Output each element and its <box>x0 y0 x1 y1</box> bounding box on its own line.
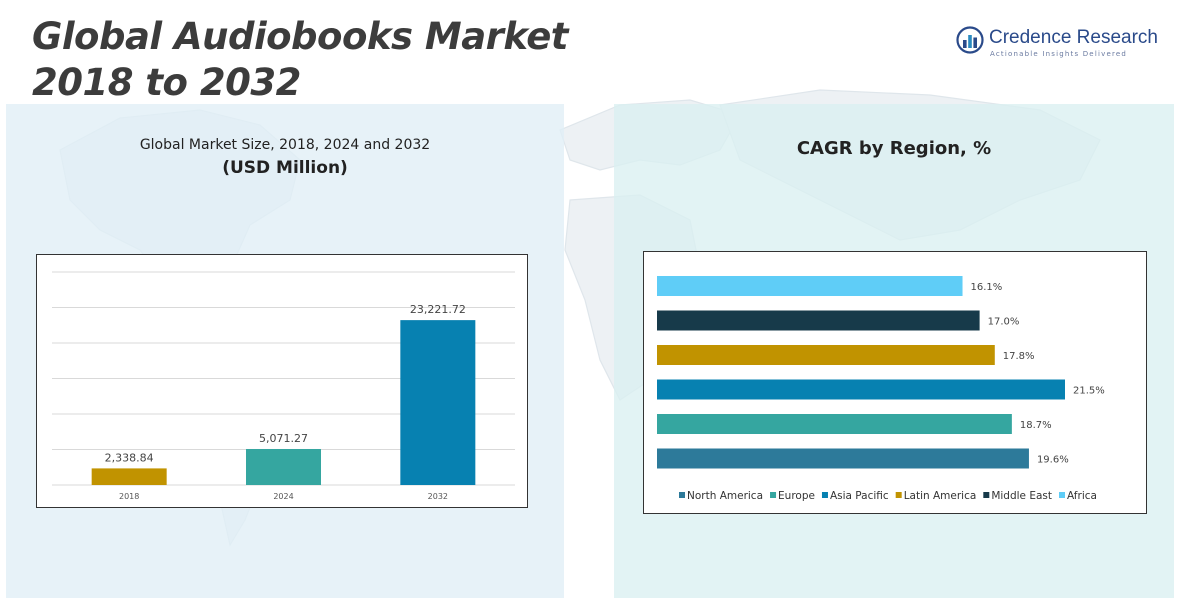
x-tick-label: 2018 <box>119 492 139 501</box>
bar-2032 <box>400 320 476 485</box>
cagr-panel: CAGR by Region, % 16.1% 17.0% 17.8% 21.5% 18… <box>614 104 1174 598</box>
bar-value-label: 17.8% <box>1003 351 1035 362</box>
legend-swatch <box>983 492 990 498</box>
bar-value-label: 5,071.27 <box>259 432 308 445</box>
legend-label: North America <box>687 490 763 502</box>
market-size-bar-chart: 2,338.84 2018 5,071.27 2024 23,221.72 2032 <box>52 271 515 501</box>
legend-swatch <box>679 492 685 498</box>
legend-label: Asia Pacific <box>830 490 889 502</box>
bar-chart-logo-icon <box>956 26 984 54</box>
title-line-1: Global Audiobooks Market <box>32 15 569 58</box>
legend-label: Middle East <box>991 490 1052 502</box>
credence-research-logo: Credence Research Actionable Insights De… <box>956 24 1158 64</box>
bar-2024 <box>246 448 321 485</box>
legend-label: Latin America <box>904 490 977 502</box>
bar-value-label: 17.0% <box>988 317 1020 328</box>
bar-latin-america <box>657 345 995 365</box>
legend-swatch <box>895 492 902 498</box>
market-size-unit: (USD Million) <box>222 158 348 178</box>
bar-middle-east <box>657 310 980 331</box>
bar-value-label: 16.1% <box>971 282 1003 293</box>
legend-label: Europe <box>778 490 815 502</box>
cagr-bar-chart: 16.1% 17.0% 17.8% 21.5% 18.7% 19.6% North Amer… <box>657 276 1105 502</box>
bar-value-label: 19.6% <box>1037 455 1069 466</box>
bar-value-label: 21.5% <box>1073 386 1105 397</box>
logo-tagline: Actionable Insights Delivered <box>990 50 1128 58</box>
logo-name: Credence Research <box>989 27 1158 48</box>
bar-north-america <box>657 448 1029 469</box>
legend-swatch <box>1059 492 1065 498</box>
market-size-chart-frame: 2,338.84 2018 5,071.27 2024 23,221.72 2032 <box>36 254 528 508</box>
bar-value-label: 2,338.84 <box>105 451 154 464</box>
bar-value-label: 18.7% <box>1020 420 1052 431</box>
legend-swatch <box>770 492 777 498</box>
bar-europe <box>657 414 1012 434</box>
x-tick-label: 2032 <box>428 492 448 501</box>
x-tick-label: 2024 <box>273 492 293 501</box>
title-line-2: 2018 to 2032 <box>32 61 301 104</box>
market-size-panel: Global Market Size, 2018, 2024 and 2032 … <box>6 104 564 598</box>
bar-africa <box>657 276 963 296</box>
cagr-chart-frame: 16.1% 17.0% 17.8% 21.5% 18.7% 19.6% North Amer… <box>643 251 1147 514</box>
bar-value-label: 23,221.72 <box>410 303 466 316</box>
legend-swatch <box>821 492 828 498</box>
page-title: Global Audiobooks Market 2018 to 2032 <box>32 14 569 106</box>
legend-label: Africa <box>1067 490 1097 502</box>
market-size-title: Global Market Size, 2018, 2024 and 2032 <box>139 137 431 153</box>
cagr-title: CAGR by Region, % <box>796 138 992 159</box>
bar-asia-pacific <box>657 379 1065 400</box>
bar-2018 <box>91 468 167 485</box>
